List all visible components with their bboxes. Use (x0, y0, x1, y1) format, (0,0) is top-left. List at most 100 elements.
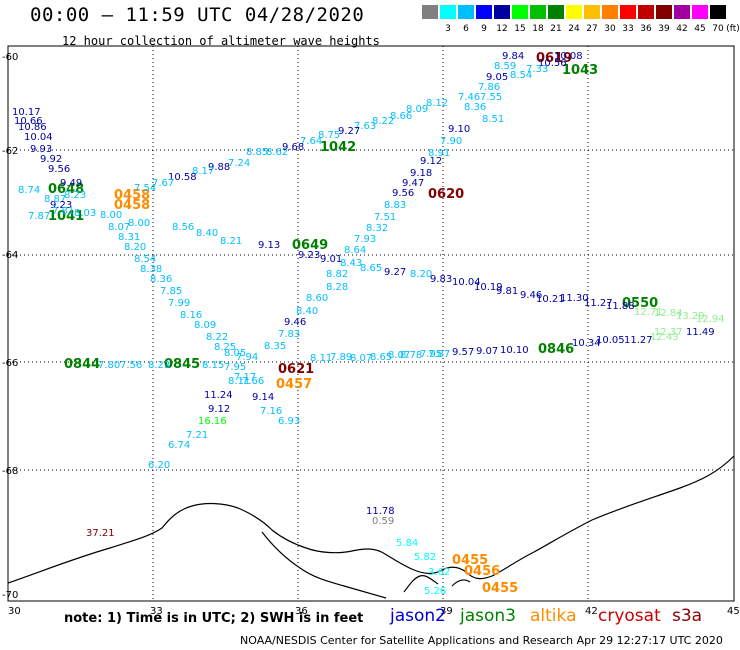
wave-height-label: 12.84 (654, 308, 683, 319)
legend-swatch (548, 5, 564, 19)
wave-height-label: 9.18 (410, 168, 432, 179)
wave-height-label: 10.05 (596, 335, 625, 346)
wave-height-label: 9.49 (60, 178, 82, 189)
wave-height-label: 10.86 (18, 122, 47, 133)
lat-label: -66 (2, 358, 18, 369)
axis-labels: 30 33 36 39 42 45 -60 -62 -64 -66 -68 -70 (2, 52, 740, 617)
wave-height-label: 10.58 (168, 172, 197, 183)
legend-swatch (494, 5, 510, 19)
wave-height-label: 8.64 (344, 245, 366, 256)
footer-credit: NOAA/NESDIS Center for Satellite Applica… (240, 634, 723, 647)
wave-height-label: 9.01 (320, 254, 342, 265)
wave-height-label: 9.47 (402, 178, 424, 189)
legend-label: 21 (550, 24, 562, 34)
wave-height-label: 8.56 (172, 222, 194, 233)
wave-height-label: 9.10 (448, 124, 470, 135)
wave-height-label: 8.62 (266, 147, 288, 158)
wave-height-label: 8.21 (220, 236, 242, 247)
pass-time-label: 1043 (562, 63, 598, 78)
wave-height-label: 8.07 (350, 353, 372, 364)
wave-height-label: 8.65 (360, 263, 382, 274)
legend-label: 24 (568, 24, 580, 34)
wave-height-label: 8.74 (18, 185, 40, 196)
wave-height-label: 8.20 (410, 269, 432, 280)
wave-height-label: 9.57 (452, 347, 474, 358)
wave-height-label: 8.40 (196, 228, 218, 239)
wave-height-label: 9.56 (48, 164, 70, 175)
wave-height-label: 10.04 (452, 277, 481, 288)
wave-height-label: 8.03 (74, 208, 96, 219)
wave-height-label: 3.62 (428, 567, 450, 578)
wave-height-label: 8.16 (180, 310, 202, 321)
wave-height-label: 9.84 (502, 51, 524, 62)
wave-height-label: 6.74 (168, 440, 190, 451)
pass-time-label: 0649 (292, 238, 328, 253)
wave-height-label: 9.13 (258, 240, 280, 251)
wave-height-label: 8.60 (306, 293, 328, 304)
pass-time-label: 1041 (48, 209, 84, 224)
wave-height-label: 8.36 (150, 274, 172, 285)
wave-height-label: 7.24 (228, 158, 250, 169)
wave-height-label: 7.16 (260, 406, 282, 417)
wave-height-label: 8.11 (228, 376, 250, 387)
wave-height-label: 7.87 (28, 211, 50, 222)
wave-height-label: 9.92 (40, 154, 62, 165)
legend-swatch (440, 5, 456, 19)
wave-height-label: 7.93 (354, 234, 376, 245)
wave-height-label: 9.07 (476, 346, 498, 357)
wave-height-label: 10.10 (500, 345, 529, 356)
wave-height-label: 8.66 (390, 111, 412, 122)
pass-time-label: 0621 (278, 362, 314, 377)
wave-height-label: 6.93 (278, 416, 300, 427)
wave-height-label: 9.88 (208, 162, 230, 173)
wave-height-label: 9.23 (298, 250, 320, 261)
wave-height-label: 13.29 (676, 311, 705, 322)
footer-note: note: 1) Time is in UTC; 2) SWH is in fe… (64, 611, 364, 626)
wave-height-label: 16.16 (198, 416, 227, 427)
wave-height-label: 10.21 (536, 294, 565, 305)
wave-height-label: 7.17 (234, 372, 256, 383)
lon-label: 36 (295, 606, 308, 617)
wave-height-label: 6.20 (148, 460, 170, 471)
wave-height-label: 7.66 (242, 376, 264, 387)
satellite-name: jason2 (390, 606, 446, 626)
wave-height-label: 9.93 (30, 144, 52, 155)
wave-height-label: 8.23 (148, 360, 170, 371)
legend-swatch (674, 5, 690, 19)
wave-height-label: 9.14 (252, 392, 274, 403)
map-frame (7, 45, 735, 602)
wave-height-label: 8.65 (370, 352, 392, 363)
legend-swatch (656, 5, 672, 19)
satellite-name: cryosat (598, 606, 661, 626)
wave-height-label: 12.94 (696, 314, 725, 325)
wave-height-label: 8.00 (128, 218, 150, 229)
wave-height-label: 7.46 (458, 92, 480, 103)
legend-swatch (638, 5, 654, 19)
legend-label: 27 (586, 24, 598, 34)
wave-height-label: 10.19 (474, 282, 503, 293)
wave-height-label: 10.34 (572, 338, 601, 349)
page-title: 00:00 – 11:59 UTC 04/28/2020 (30, 4, 365, 26)
satellite-name: jason3 (460, 606, 516, 626)
wave-height-label: 9.27 (338, 126, 360, 137)
wave-height-label: 7.21 (186, 430, 208, 441)
wave-height-label: 8.22 (372, 116, 394, 127)
wave-height-label: 8.23 (64, 190, 86, 201)
pass-time-label: 0648 (48, 182, 84, 197)
wave-height-label: 9.81 (496, 286, 518, 297)
wave-height-label: 10.66 (14, 116, 43, 127)
wave-height-label: 5.82 (414, 552, 436, 563)
wave-height-label: 7.33 (526, 64, 548, 75)
wave-height-label: 8.87 (44, 194, 66, 205)
wave-height-label: 7.80 (98, 360, 120, 371)
lat-label: -68 (2, 466, 18, 477)
legend-swatch (566, 5, 582, 19)
lon-label: 45 (727, 606, 740, 617)
lat-label: -70 (2, 590, 18, 601)
lon-label: 33 (150, 606, 163, 617)
wave-height-label: 10.56 (538, 58, 567, 69)
legend-label: 18 (532, 24, 544, 34)
wave-height-label: 8.15 (202, 360, 224, 371)
legend-swatch (512, 5, 528, 19)
